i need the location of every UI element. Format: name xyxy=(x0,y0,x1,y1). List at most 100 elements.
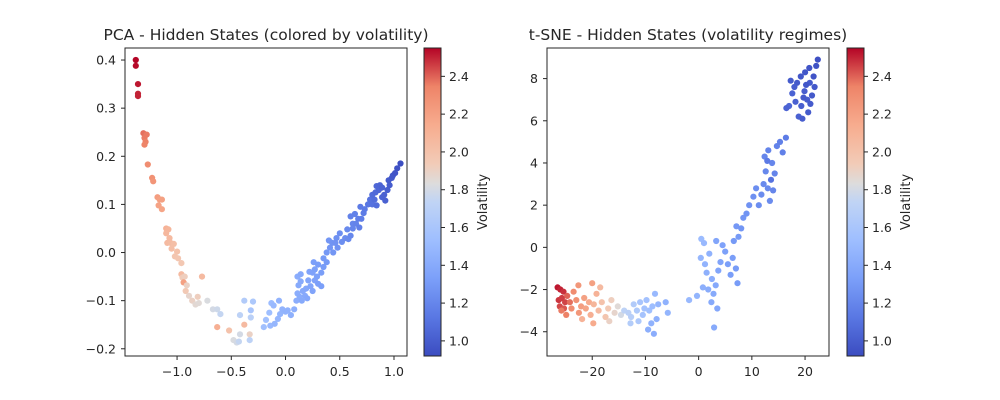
pca-scatter-point xyxy=(163,230,170,237)
tsne-scatter-point xyxy=(700,240,708,247)
tsne-y-tick-label: 6 xyxy=(530,113,538,128)
pca-scatter-point xyxy=(334,244,341,251)
tsne-scatter-point xyxy=(771,170,778,177)
pca-scatter-point xyxy=(349,225,356,232)
tsne-colorbar-tick-label: 2.4 xyxy=(872,69,892,84)
pca-x-axis: −1.0 −0.5 0.0 0.5 1.0 xyxy=(162,356,404,379)
tsne-scatter-point xyxy=(760,181,767,188)
tsne-scatter-point xyxy=(791,83,798,91)
tsne-scatter-point xyxy=(653,316,660,323)
tsne-scatter-point xyxy=(758,191,765,198)
tsne-scatter-point xyxy=(606,318,613,325)
tsne-scatter-point xyxy=(590,301,597,308)
pca-colorbar-tick-label: 1.2 xyxy=(449,296,469,311)
pca-scatter-point xyxy=(358,215,365,222)
tsne-scatter-point xyxy=(639,311,646,318)
tsne-scatter-point xyxy=(770,187,777,194)
pca-scatter-point xyxy=(246,337,253,344)
tsne-scatter-point xyxy=(753,185,760,192)
pca-colorbar-gradient xyxy=(423,47,442,357)
pca-scatter-point xyxy=(249,298,257,305)
pca-scatter-point xyxy=(323,249,330,256)
tsne-scatter-point xyxy=(564,292,571,299)
tsne-scatter-point xyxy=(814,56,821,63)
tsne-scatter-point xyxy=(585,299,593,306)
pca-scatter-point xyxy=(309,287,316,295)
tsne-scatter-point xyxy=(708,275,716,283)
pca-scatter-point xyxy=(326,244,334,251)
pca-scatter-point xyxy=(351,210,358,218)
pca-scatter-point xyxy=(150,178,157,185)
tsne-scatter-point xyxy=(649,303,656,310)
tsne-scatter-point xyxy=(714,305,721,312)
pca-scatter-point xyxy=(260,324,267,331)
pca-x-tick-label: 1.0 xyxy=(384,364,404,379)
tsne-colorbar-tick-label: 1.0 xyxy=(872,333,892,348)
pca-scatter-point xyxy=(183,282,190,289)
tsne-scatter-point xyxy=(807,100,814,107)
tsne-scatter-point xyxy=(730,237,737,245)
tsne-scatter-point xyxy=(808,92,816,99)
tsne-scatter-point xyxy=(703,269,710,276)
tsne-scatter-point xyxy=(710,290,717,297)
pca-scatter-point xyxy=(305,277,312,284)
tsne-scatter-point xyxy=(810,73,817,80)
tsne-scatter-point xyxy=(699,284,707,291)
pca-scatter-point xyxy=(271,320,278,327)
pca-y-axis: −0.2 −0.1 0.0 0.1 0.2 0.3 0.4 xyxy=(86,53,125,356)
tsne-x-axis: −20 −10 0 10 20 xyxy=(579,356,813,379)
tsne-scatter-point xyxy=(746,202,753,209)
pca-scatter-point xyxy=(344,226,351,233)
tsne-scatter-point xyxy=(765,147,772,154)
tsne-scatter-point xyxy=(769,159,776,167)
tsne-scatter-point xyxy=(813,62,820,69)
tsne-scatter-point xyxy=(617,311,625,318)
tsne-scatter-point xyxy=(779,149,786,156)
tsne-colorbar-label: Volatility xyxy=(899,174,914,230)
tsne-scatter-point xyxy=(693,292,701,299)
pca-scatter-point xyxy=(311,266,318,273)
tsne-scatter-point xyxy=(598,299,605,306)
pca-scatter-point xyxy=(241,297,248,304)
tsne-scatter-point xyxy=(805,109,812,116)
tsne-scatter-point xyxy=(630,301,637,308)
tsne-scatter-point xyxy=(722,248,729,255)
pca-scatter-point xyxy=(174,248,181,255)
pca-scatter-point xyxy=(144,161,151,168)
pca-scatter-point xyxy=(371,196,378,203)
tsne-scatter-point xyxy=(570,288,577,295)
tsne-colorbar-gradient xyxy=(846,47,865,357)
pca-scatter-point xyxy=(214,324,221,331)
pca-scatter-point xyxy=(367,196,374,203)
tsne-scatter-point xyxy=(568,305,575,312)
tsne-colorbar: 1.0 1.2 1.4 1.6 1.8 2.0 2.2 2.4 Volatility xyxy=(846,47,914,357)
pca-colorbar-ticks: 1.0 1.2 1.4 1.6 1.8 2.0 2.2 2.4 xyxy=(441,69,469,348)
tsne-scatter-point xyxy=(579,316,586,323)
tsne-scatter-point xyxy=(686,297,693,304)
tsne-scatter-point xyxy=(764,157,771,164)
tsne-colorbar-tick-label: 2.0 xyxy=(872,144,892,159)
pca-scatter-point xyxy=(194,293,201,300)
pca-scatter-point xyxy=(158,196,165,203)
tsne-scatter-point xyxy=(605,305,612,312)
tsne-scatter-point xyxy=(724,261,732,268)
tsne-scatter-point xyxy=(635,318,642,325)
tsne-scatter-point xyxy=(766,197,774,204)
pca-axes-frame xyxy=(124,47,408,357)
tsne-scatter-point xyxy=(645,326,652,333)
tsne-scatter-point xyxy=(764,185,771,192)
pca-scatter-point xyxy=(158,206,165,213)
tsne-scatter-point xyxy=(801,88,808,95)
tsne-scatter-point xyxy=(637,299,644,306)
tsne-scatter-point xyxy=(648,320,655,327)
pca-scatter-point xyxy=(381,191,388,198)
tsne-scatter-point xyxy=(664,309,671,316)
pca-scatter-point xyxy=(181,273,188,280)
pca-y-tick-label: 0.1 xyxy=(96,197,116,212)
tsne-scatter-point xyxy=(562,299,569,306)
tsne-colorbar-ticks: 1.0 1.2 1.4 1.6 1.8 2.0 2.2 2.4 xyxy=(864,69,892,348)
tsne-scatter-point xyxy=(755,202,762,209)
tsne-scatter-point xyxy=(662,299,669,306)
tsne-scatter-point xyxy=(798,102,805,110)
